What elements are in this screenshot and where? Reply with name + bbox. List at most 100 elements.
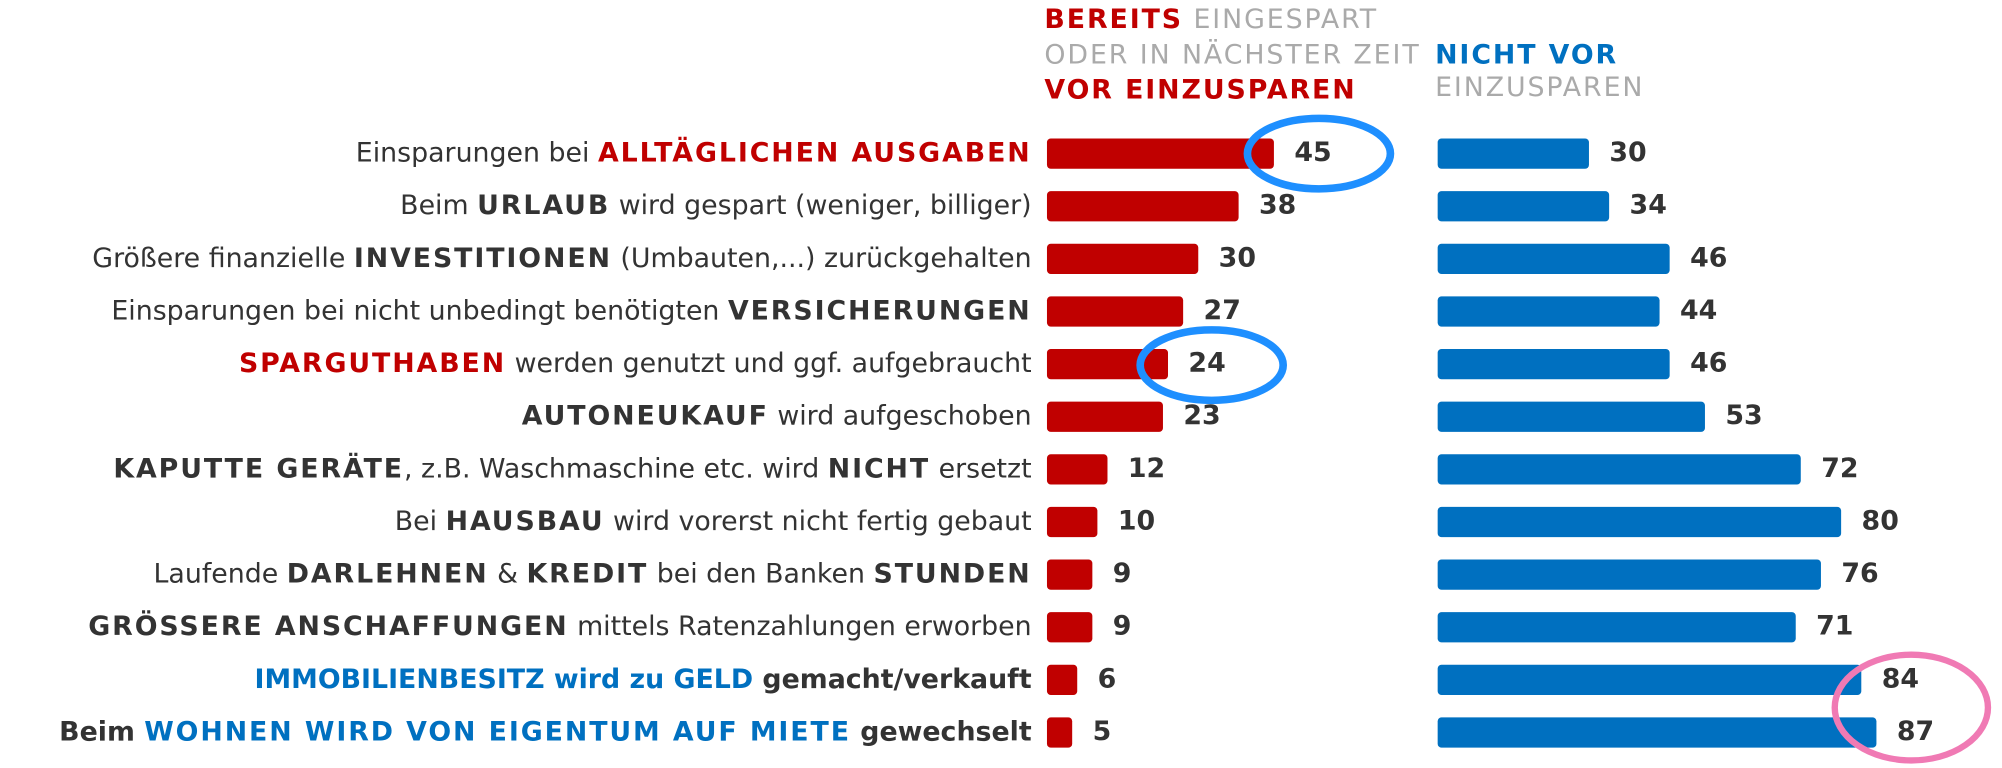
value-label: 45 xyxy=(1294,137,1331,168)
label-segment: mittels Ratenzahlungen erworben xyxy=(569,611,1032,642)
label-segment: Beim xyxy=(400,190,477,221)
bar xyxy=(1046,664,1078,695)
value-label: 5 xyxy=(1093,716,1112,747)
category-label: Bei HAUSBAU wird vorerst nicht fertig ge… xyxy=(395,506,1032,537)
value-label: 12 xyxy=(1128,453,1165,484)
label-segment: Größere finanzielle xyxy=(92,242,354,273)
category-label: Einsparungen bei ALLTÄGLICHEN AUSGABEN xyxy=(356,136,1032,168)
label-segment: STUNDEN xyxy=(873,558,1031,589)
bar xyxy=(1437,717,1877,748)
bar xyxy=(1046,348,1169,380)
value-label: 72 xyxy=(1821,453,1858,484)
value-label: 80 xyxy=(1862,506,1899,537)
bar xyxy=(1437,401,1705,432)
bar xyxy=(1046,454,1108,485)
value-label: 23 xyxy=(1183,400,1220,431)
value-label: 38 xyxy=(1259,190,1296,221)
highlight-circle xyxy=(1831,651,1992,764)
value-label: 27 xyxy=(1204,295,1241,326)
label-segment: Bei xyxy=(395,506,446,537)
bar xyxy=(1437,559,1821,590)
category-label: SPARGUTHABEN werden genutzt und ggf. auf… xyxy=(239,348,1032,379)
value-label: 44 xyxy=(1680,295,1717,326)
label-segment: DARLEHNEN xyxy=(287,558,489,589)
value-label: 87 xyxy=(1897,716,1934,747)
label-segment: EINZUSPAREN xyxy=(1435,72,1644,103)
value-label: 30 xyxy=(1609,137,1646,168)
label-segment: bei den Banken xyxy=(648,558,873,589)
bar xyxy=(1437,191,1610,222)
label-segment: Einsparungen bei nicht unbedingt benötig… xyxy=(111,295,728,326)
bar xyxy=(1437,506,1842,538)
label-segment: SPARGUTHABEN xyxy=(239,348,506,379)
value-label: 53 xyxy=(1725,400,1762,431)
category-label: Größere finanzielle INVESTITIONEN (Umbau… xyxy=(92,242,1031,273)
series-header: NICHT VOR xyxy=(1435,39,1618,70)
value-label: 84 xyxy=(1882,663,1919,694)
label-segment: ALLTÄGLICHEN AUSGABEN xyxy=(598,136,1032,168)
bar xyxy=(1046,138,1274,169)
label-segment: wird aufgeschoben xyxy=(769,400,1032,431)
value-label: 24 xyxy=(1188,348,1225,379)
category-label: AUTONEUKAUF wird aufgeschoben xyxy=(522,400,1032,431)
bar xyxy=(1046,191,1239,222)
bar xyxy=(1046,559,1093,590)
label-segment: BEREITS xyxy=(1044,4,1183,35)
category-label: IMMOBILIENBESITZ wird zu GELD gemacht/ve… xyxy=(255,663,1032,694)
series-header: EINZUSPAREN xyxy=(1435,72,1644,103)
bar xyxy=(1046,717,1073,748)
value-label: 46 xyxy=(1690,242,1727,273)
label-segment: ODER IN NÄCHSTER ZEIT xyxy=(1044,38,1420,70)
value-label: 46 xyxy=(1690,348,1727,379)
bar xyxy=(1046,612,1093,643)
bar xyxy=(1437,296,1660,327)
bar xyxy=(1437,454,1801,485)
series-header: ODER IN NÄCHSTER ZEIT xyxy=(1044,38,1420,70)
value-label: 71 xyxy=(1816,611,1853,642)
value-label: 76 xyxy=(1841,558,1878,589)
label-segment: Beim xyxy=(59,716,144,747)
plot: Einsparungen bei ALLTÄGLICHEN AUSGABEN Be… xyxy=(59,4,1934,748)
bar xyxy=(1046,296,1184,327)
label-segment: IMMOBILIENBESITZ wird zu GELD xyxy=(255,663,754,694)
bar xyxy=(1437,348,1670,380)
bar xyxy=(1046,401,1163,432)
value-label: 30 xyxy=(1219,242,1256,273)
label-segment: EINGESPART xyxy=(1183,4,1378,35)
bar xyxy=(1046,243,1199,274)
label-segment: (Umbauten,...) zurückgehalten xyxy=(612,242,1032,273)
bar xyxy=(1437,138,1589,169)
label-segment: KAPUTTE GERÄTE xyxy=(113,452,404,484)
label-segment: VERSICHERUNGEN xyxy=(728,295,1032,326)
series-header: BEREITS EINGESPART xyxy=(1044,4,1378,35)
category-label: Laufende DARLEHNEN & KREDIT bei den Bank… xyxy=(153,558,1031,589)
label-segment: URLAUB xyxy=(477,190,610,221)
label-segment: wird vorerst nicht fertig gebaut xyxy=(605,506,1032,537)
category-label: GRÖSSERE ANSCHAFFUNGEN mittels Ratenzahl… xyxy=(88,609,1031,642)
label-segment: Einsparungen bei xyxy=(356,137,598,168)
value-label: 6 xyxy=(1098,663,1117,694)
label-segment: KREDIT xyxy=(526,558,648,589)
bar xyxy=(1437,664,1862,695)
label-segment: werden genutzt und ggf. aufgebraucht xyxy=(506,348,1032,379)
bar xyxy=(1046,506,1098,538)
label-segment: Laufende xyxy=(153,558,286,589)
highlight-circle xyxy=(1243,114,1395,193)
series-header: VOR EINZUSPAREN xyxy=(1044,74,1356,105)
value-label: 9 xyxy=(1113,611,1132,642)
label-segment: gemacht/verkauft xyxy=(753,663,1032,694)
category-label: Beim URLAUB wird gespart (weniger, billi… xyxy=(400,190,1031,221)
label-segment: , z.B. Waschmaschine etc. wird xyxy=(404,453,828,484)
label-segment: ersetzt xyxy=(930,453,1032,484)
label-segment: wird gespart (weniger, billiger) xyxy=(610,190,1031,221)
label-segment: GRÖSSERE ANSCHAFFUNGEN xyxy=(88,609,568,642)
value-label: 9 xyxy=(1113,558,1132,589)
value-label: 10 xyxy=(1118,506,1155,537)
label-segment: HAUSBAU xyxy=(446,506,605,537)
bar xyxy=(1437,243,1670,274)
category-label: KAPUTTE GERÄTE, z.B. Waschmaschine etc. … xyxy=(113,452,1031,484)
category-label: Einsparungen bei nicht unbedingt benötig… xyxy=(111,295,1031,326)
label-segment: INVESTITIONEN xyxy=(354,242,612,273)
label-segment: VOR EINZUSPAREN xyxy=(1044,74,1356,105)
